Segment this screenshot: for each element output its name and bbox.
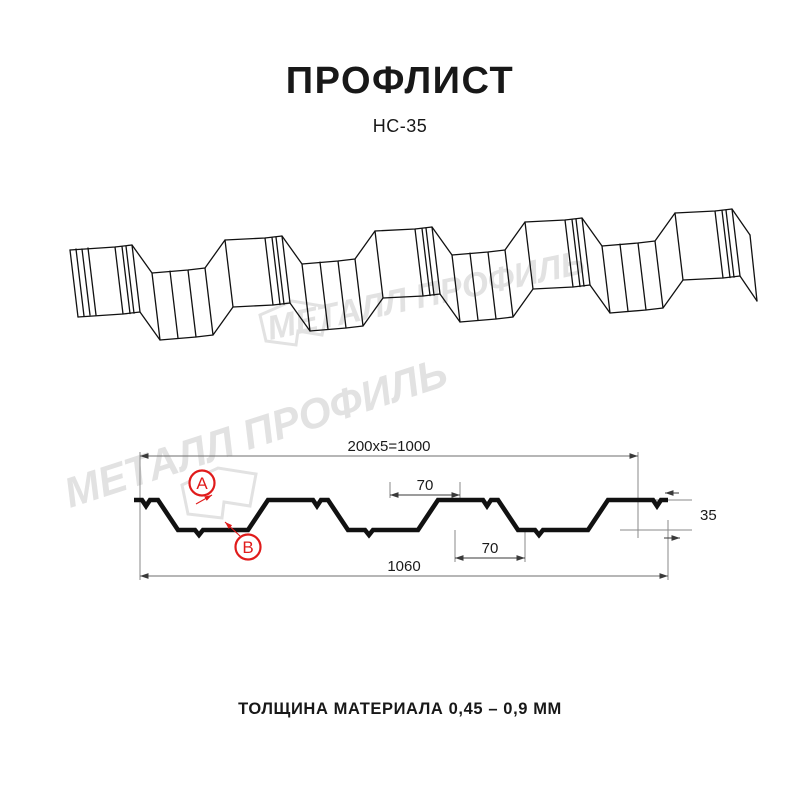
page-title: ПРОФЛИСТ	[285, 60, 515, 102]
dimension-pitch-total: 200x5=1000	[140, 438, 638, 459]
dimension-label-valley: 70	[482, 540, 499, 557]
watermark-text-2: МЕТАЛЛ ПРОФИЛЬ	[58, 348, 453, 516]
dimension-crest-width: 70	[390, 477, 460, 498]
dimension-label-pitch: 200x5=1000	[348, 438, 431, 455]
product-code: НС-35	[372, 115, 428, 136]
dimension-height: 35	[664, 490, 717, 541]
callout-marker-b[interactable]: B	[224, 521, 262, 561]
callout-circle-a	[188, 469, 216, 497]
callout-label-b: B	[242, 538, 253, 557]
header: ПРОФЛИСТ НС-35	[0, 60, 800, 137]
callout-leader-b	[224, 521, 241, 537]
footer: ТОЛЩИНА МАТЕРИАЛА 0,45 – 0,9 ММ	[0, 700, 800, 719]
callout-label-a: A	[196, 474, 208, 493]
callout-marker-a[interactable]: A	[188, 469, 216, 505]
dimension-valley-width: 70	[455, 540, 525, 561]
dimension-label-overall: 1060	[387, 558, 420, 575]
dimension-label-crest: 70	[417, 477, 434, 494]
extension-lines	[139, 452, 692, 580]
iso-sheet-body	[69, 208, 758, 341]
callout-circle-b	[234, 533, 262, 561]
cross-section-drawing: МЕТАЛЛ ПРОФИЛЬ	[58, 348, 760, 620]
profile-section-path	[134, 497, 668, 539]
watermark-drawing: МЕТАЛЛ ПРОФИЛЬ	[58, 348, 453, 520]
callout-leader-a	[195, 494, 213, 505]
isometric-profile-view: МЕТАЛЛ ПРОФИЛЬ	[60, 195, 760, 370]
watermark-logo-icon	[258, 299, 330, 347]
dimension-label-height: 35	[700, 507, 717, 524]
dimension-overall-width: 1060	[140, 558, 668, 579]
watermark-logo-icon-2	[180, 466, 258, 520]
material-thickness-label: ТОЛЩИНА МАТЕРИАЛА 0,45 – 0,9 ММ	[238, 700, 562, 718]
